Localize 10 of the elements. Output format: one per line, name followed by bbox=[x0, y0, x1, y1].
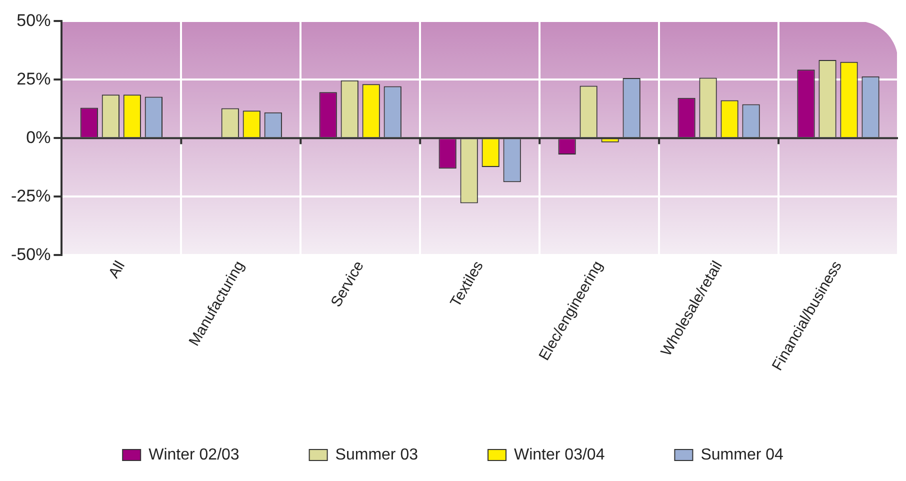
y-tick-label: 0% bbox=[26, 128, 51, 147]
y-tick-label: 25% bbox=[16, 69, 51, 88]
legend-label: Summer 03 bbox=[335, 446, 418, 464]
y-tick-label: -50% bbox=[11, 244, 51, 264]
legend-label: Summer 04 bbox=[700, 446, 784, 464]
legend-label: Winter 02/03 bbox=[148, 446, 240, 464]
y-tick-label: 50% bbox=[16, 10, 51, 30]
y-tick-label: -25% bbox=[11, 186, 51, 206]
x-tick-label: All bbox=[105, 258, 128, 282]
legend-label: Winter 03/04 bbox=[514, 446, 605, 464]
